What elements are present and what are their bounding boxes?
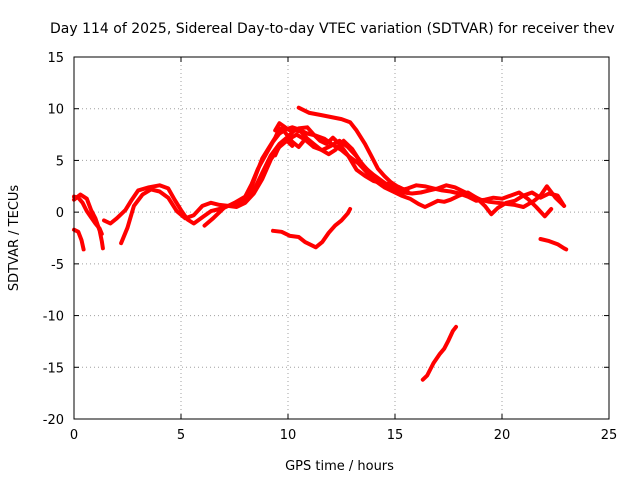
x-tick-label: 15: [387, 428, 404, 443]
y-tick-label: -5: [51, 258, 64, 273]
y-tick-label: 15: [47, 51, 64, 66]
x-tick-label: 20: [494, 428, 511, 443]
x-tick-label: 10: [280, 428, 297, 443]
y-axis-label: SDTVAR / TECUs: [7, 185, 22, 292]
axis-ticks: 0 5 10 15 20 25 -20 -15 -10 -5 0 5 10 15: [43, 51, 618, 443]
x-tick-label: 25: [601, 428, 618, 443]
series-track-1: [72, 192, 105, 251]
y-tick-label: -15: [43, 361, 64, 376]
y-tick-label: -20: [43, 413, 64, 428]
y-tick-label: 5: [56, 154, 64, 169]
chart-title: Day 114 of 2025, Sidereal Day-to-day VTE…: [50, 21, 614, 37]
series-track-9: [273, 138, 295, 158]
series-track-13: [538, 237, 569, 252]
x-tick-label: 5: [177, 428, 185, 443]
series-track-7: [247, 126, 305, 195]
series-track-2: [72, 194, 104, 236]
series-track-10: [273, 121, 408, 193]
plot-frame: [73, 56, 610, 420]
series-track-11: [271, 207, 353, 250]
y-tick-label: 0: [56, 206, 64, 221]
series-track-3: [72, 227, 86, 252]
y-tick-label: 10: [47, 103, 64, 118]
x-axis-label: GPS time / hours: [285, 459, 394, 474]
series-track-12: [420, 324, 458, 382]
grid-lines: [74, 57, 609, 419]
data-series: [72, 105, 569, 382]
x-tick-label: 0: [70, 428, 78, 443]
y-tick-label: -10: [43, 310, 64, 325]
